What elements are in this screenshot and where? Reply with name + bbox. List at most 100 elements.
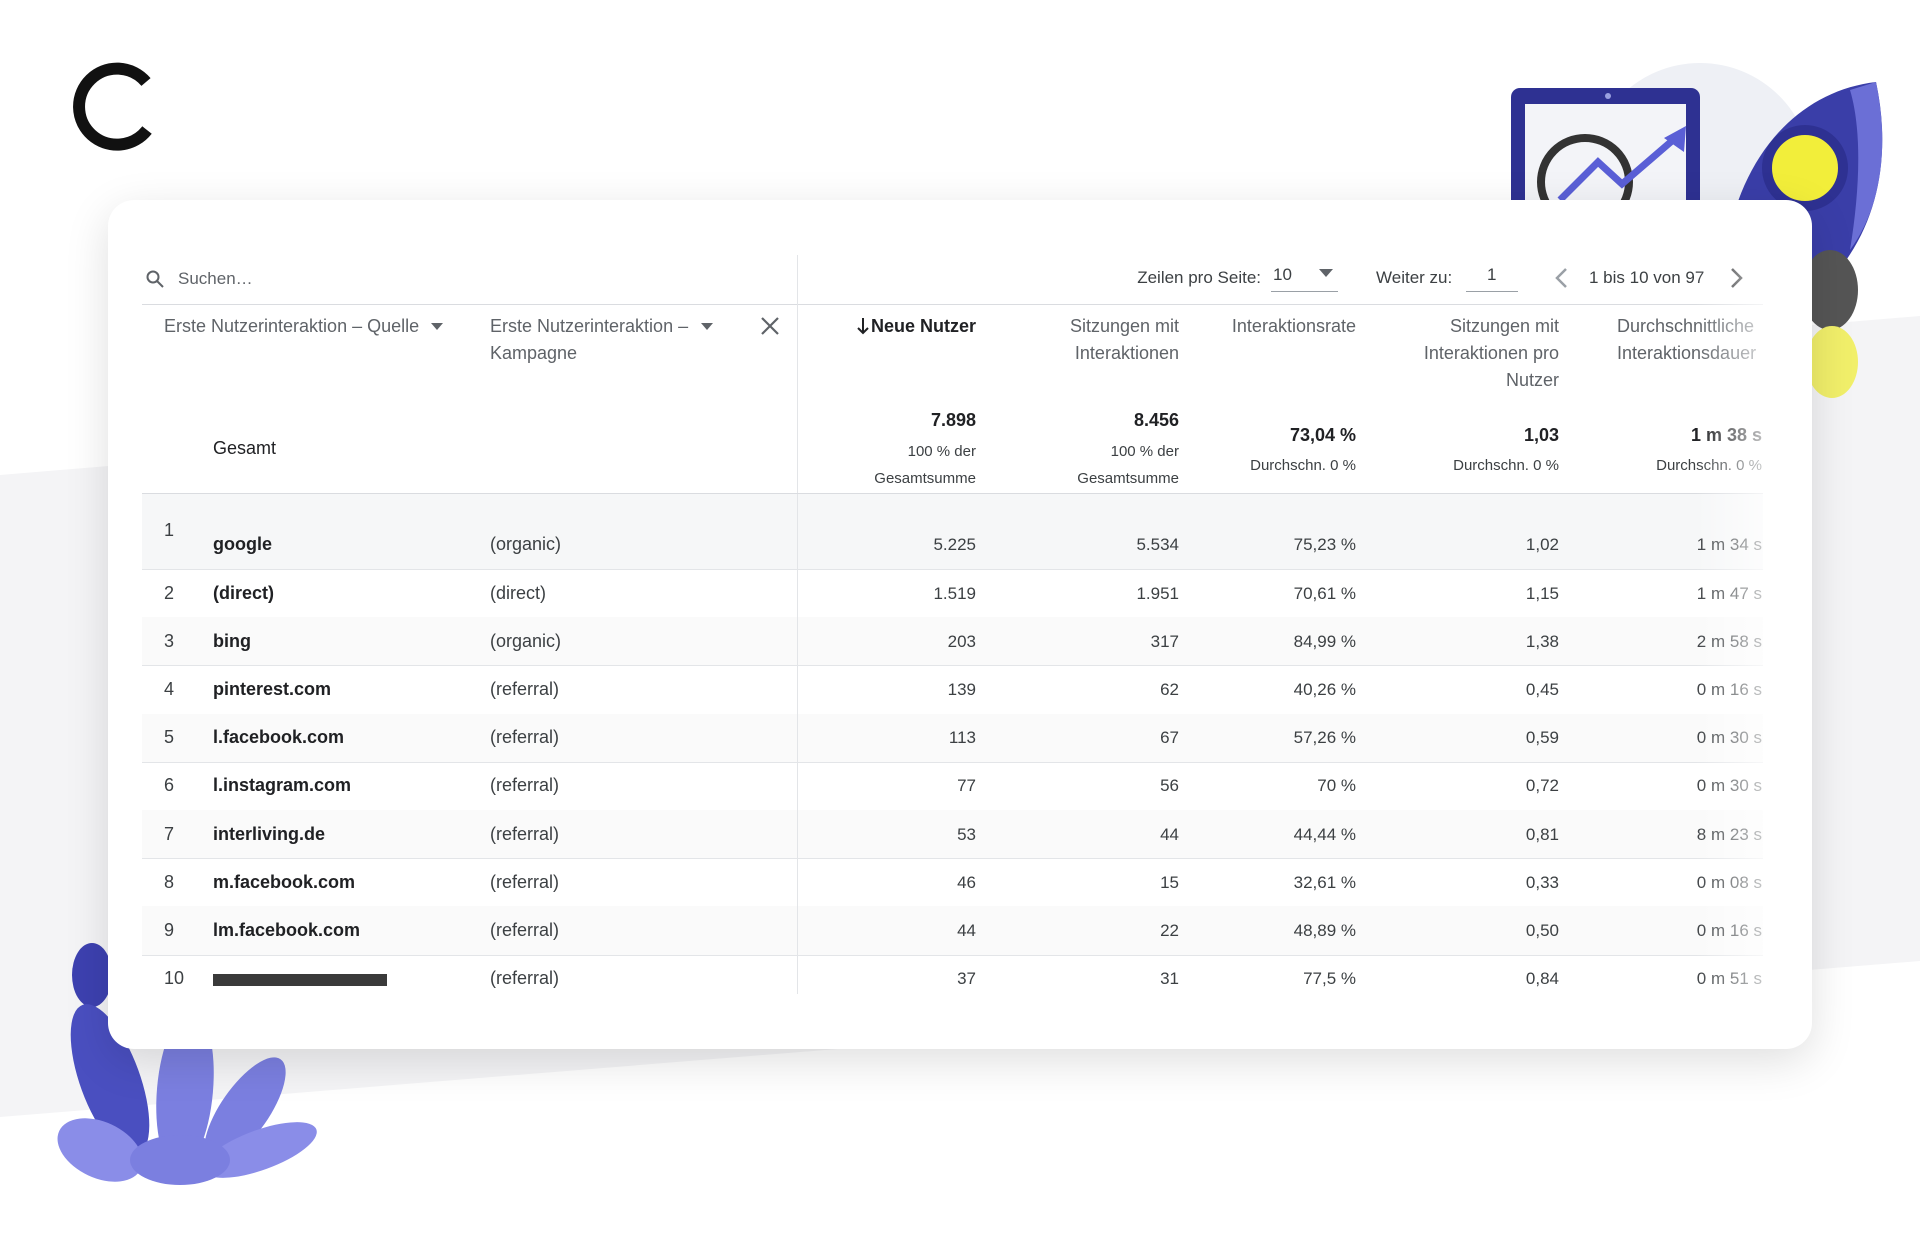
logo	[73, 62, 152, 151]
campaign: (organic)	[490, 630, 562, 651]
metric: 44	[957, 921, 976, 940]
row-index: 9	[164, 920, 175, 940]
row-background	[142, 810, 1763, 859]
divider	[142, 493, 1763, 494]
total-note: 100 % der Gesamtsumme	[1077, 442, 1179, 487]
metric: 77	[957, 776, 976, 796]
sort-menu-arrow	[431, 323, 443, 330]
column-header-sorted[interactable]: Neue Nutzer	[870, 315, 976, 336]
metric: 5.225	[933, 534, 976, 554]
campaign: (referral)	[490, 679, 560, 699]
source: l.instagram.com	[213, 775, 352, 796]
metric: 0,59	[1525, 728, 1559, 748]
campaign: (referral)	[490, 775, 560, 796]
metric: 46	[957, 872, 976, 892]
metric: 0,33	[1525, 872, 1559, 892]
column-header[interactable]: Sitzungen mit Interaktionen pro Nutzer	[1423, 315, 1559, 390]
source: google	[213, 533, 272, 554]
campaign: (referral)	[490, 920, 560, 940]
divider	[142, 665, 1763, 667]
decor-trend	[1557, 131, 1683, 203]
metric: 139	[947, 680, 976, 699]
campaign: (referral)	[490, 968, 560, 989]
metric: 1 m 47 s	[1696, 583, 1762, 603]
metric: 1,15	[1525, 583, 1559, 603]
divider	[1466, 291, 1518, 292]
metric: 8 m 23 s	[1696, 824, 1762, 844]
metric: 0,45	[1525, 680, 1559, 699]
metric: 0,50	[1525, 921, 1559, 940]
column-header[interactable]: Interaktionsrate	[1231, 315, 1356, 336]
sort-menu-arrow	[701, 323, 713, 330]
source: bing	[213, 630, 251, 651]
source: l.facebook.com	[213, 727, 345, 748]
goto-label: Weiter zu:	[1376, 267, 1453, 287]
total-note: 100 % der Gesamtsumme	[874, 442, 976, 487]
column-header[interactable]: Sitzungen mit Interaktionen	[1069, 315, 1179, 363]
source: lm.facebook.com	[213, 920, 361, 940]
row-index: 3	[164, 630, 175, 651]
metric: 77,5 %	[1303, 969, 1356, 989]
row-index: 4	[164, 679, 175, 699]
metric: 62	[1160, 680, 1179, 699]
divider	[142, 761, 1763, 763]
row-background	[142, 493, 1763, 569]
metric: 67	[1160, 728, 1179, 748]
row-background	[142, 906, 1763, 955]
metric: 203	[947, 631, 976, 651]
decor-rocket-shade	[1850, 82, 1883, 250]
metric: 1,02	[1525, 534, 1559, 554]
row-background	[142, 617, 1763, 666]
metric: 1 m 34 s	[1696, 534, 1762, 554]
row-index: 7	[164, 823, 175, 844]
row-index: 5	[164, 727, 175, 748]
metric: 32,61 %	[1293, 872, 1356, 892]
row-index: 2	[164, 582, 175, 603]
metric: 0 m 30 s	[1696, 728, 1762, 748]
metric: 31	[1160, 969, 1179, 989]
column-header[interactable]: Durchschnittliche Interaktionsdauer	[1617, 315, 1757, 363]
metric: 317	[1150, 631, 1179, 651]
redacted	[213, 973, 387, 986]
metric: 0 m 51 s	[1696, 969, 1762, 989]
decor-arrowhead	[1664, 126, 1686, 152]
decor-coral	[57, 943, 317, 1185]
remove-dimension-button[interactable]	[760, 316, 780, 336]
metric: 44	[1160, 824, 1179, 844]
row-index: 10	[164, 968, 185, 989]
divider	[142, 569, 1763, 570]
metric: 48,89 %	[1293, 921, 1356, 940]
campaign: (referral)	[490, 823, 560, 844]
metric: 0 m 08 s	[1696, 872, 1762, 892]
goto-input[interactable]: 1	[1487, 264, 1497, 284]
campaign: (direct)	[490, 582, 547, 603]
column-header[interactable]: Erste Nutzerinteraktion – Kampagne	[490, 315, 689, 363]
totals-label: Gesamt	[213, 437, 277, 458]
metric: 57,26 %	[1293, 728, 1356, 748]
next-page-button[interactable]	[1728, 266, 1746, 290]
rows-per-page-select[interactable]: 10	[1273, 264, 1292, 284]
row-index: 1	[164, 519, 175, 540]
decor-flame	[1806, 326, 1858, 398]
metric: 0,84	[1525, 969, 1559, 989]
search-icon	[146, 270, 164, 288]
row-index: 6	[164, 775, 175, 796]
search-input[interactable]: Suchen…	[178, 268, 253, 288]
total-value: 7.898	[930, 409, 976, 430]
column-header[interactable]: Erste Nutzerinteraktion – Quelle	[164, 315, 420, 336]
metric: 40,26 %	[1293, 680, 1356, 699]
table: Suchen… Zeilen pro Seite: 10 Weiter zu: 1 1 b…	[142, 255, 1765, 1000]
total-value: 1,03	[1523, 424, 1559, 445]
source: pinterest.com	[213, 679, 332, 699]
metric: 0 m 30 s	[1696, 776, 1762, 796]
metric: 44,44 %	[1293, 824, 1356, 844]
metric: 2 m 58 s	[1696, 631, 1762, 651]
metric: 113	[948, 728, 976, 748]
decor-window	[1762, 125, 1848, 211]
campaign: (referral)	[490, 727, 560, 748]
total-value: 73,04 %	[1289, 424, 1356, 445]
metric: 53	[957, 824, 976, 844]
metric: 1,38	[1525, 631, 1559, 651]
prev-page-button[interactable]	[1552, 266, 1570, 290]
